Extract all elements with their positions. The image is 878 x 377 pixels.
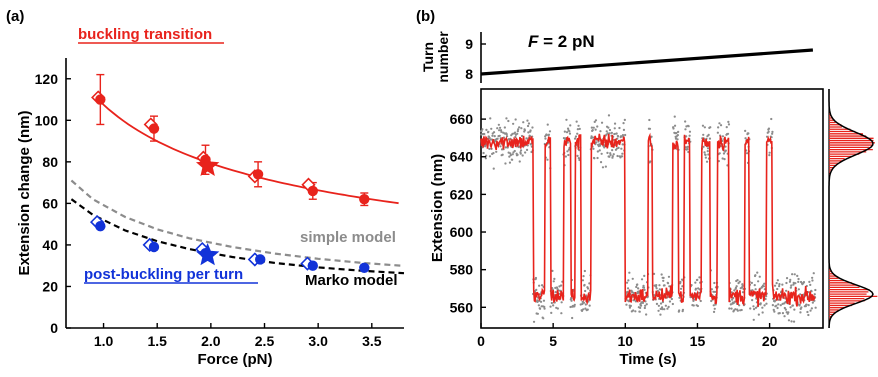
extension-histogram — [828, 89, 878, 328]
x-tick-label: 1.5 — [147, 333, 167, 349]
simple-model-curve — [70, 179, 405, 267]
annotation-simple-model: simple model — [300, 229, 396, 246]
turn-plot-y-title-line1: Turn — [420, 42, 436, 72]
y-tick-label: 60 — [42, 195, 58, 211]
turn-plot-y-title-line2: number — [435, 31, 451, 83]
time-tick-label: 20 — [762, 333, 778, 349]
panel-a-label: (a) — [6, 8, 24, 25]
panel-a: (a) 1.0 1.5 2.0 2.5 3.0 3.5 0 20 40 60 80 100 120 Fo… — [6, 8, 405, 368]
force-symbol: F — [528, 32, 539, 51]
time-tick-label: 0 — [477, 333, 485, 349]
post-buckling-star — [195, 242, 220, 266]
extension-tick-label: 640 — [450, 149, 474, 165]
histogram-fit-curve — [828, 89, 874, 328]
panel-b-y-axis-title: Extension (nm) — [429, 154, 446, 262]
time-tick-label: 5 — [549, 333, 557, 349]
force-label: F = 2 pN — [528, 32, 595, 51]
annotation-buckling-transition: buckling transition — [78, 26, 212, 43]
x-tick-label: 2.5 — [255, 333, 275, 349]
extension-plot-marks — [479, 114, 817, 323]
panel-a-marks — [70, 73, 405, 275]
post-buckling-point — [359, 262, 370, 273]
x-tick-label: 3.5 — [362, 333, 382, 349]
extension-tick-label: 660 — [450, 111, 474, 127]
post-buckling-point — [255, 254, 266, 265]
turn-number-line — [480, 48, 814, 76]
buckling-point — [95, 94, 106, 105]
x-tick-label: 2.0 — [201, 333, 221, 349]
y-tick-label: 40 — [42, 237, 58, 253]
post-buckling-point — [307, 260, 318, 271]
extension-tick-label: 600 — [450, 224, 474, 240]
panel-b: (b) F = 2 pN 89 Turn number 0 5 10 15 205605… — [416, 8, 878, 368]
buckling-point — [148, 123, 160, 134]
extension-tick-label: 560 — [450, 299, 474, 315]
filtered-extension-trace — [480, 132, 816, 307]
force-value: = 2 pN — [538, 32, 594, 51]
annotation-post-buckling: post-buckling per turn — [84, 266, 243, 283]
panel-b-label: (b) — [416, 8, 435, 25]
buckling-point — [307, 185, 318, 197]
turn-y-tick-label: 9 — [465, 36, 473, 52]
post-buckling-point — [95, 221, 106, 232]
y-tick-label: 20 — [42, 278, 58, 294]
time-tick-label: 15 — [690, 333, 706, 349]
x-tick-label: 3.0 — [308, 333, 328, 349]
time-tick-label: 10 — [618, 333, 634, 349]
panel-a-ticks: 1.0 1.5 2.0 2.5 3.0 3.5 0 20 40 60 80 100 120 — [35, 71, 382, 349]
y-tick-label: 100 — [35, 112, 59, 128]
y-tick-label: 80 — [42, 154, 58, 170]
buckling-point — [359, 194, 370, 205]
turn-plot-marks: 89 — [465, 36, 814, 82]
y-tick-label: 120 — [35, 71, 59, 87]
extension-plot-ticks: 0 5 10 15 20 560 580 600 620 640 660 — [450, 111, 778, 349]
extension-plot-frame — [480, 88, 824, 329]
turn-y-tick-label: 8 — [465, 66, 473, 82]
annotation-marko-model: Marko model — [305, 272, 398, 289]
panel-a-x-axis-title: Force (pN) — [198, 351, 273, 368]
buckling-point — [252, 169, 264, 180]
panel-a-y-axis-title: Extension change (nm) — [16, 110, 33, 275]
extension-tick-label: 620 — [450, 186, 474, 202]
panel-b-x-axis-title: Time (s) — [619, 351, 676, 368]
extension-tick-label: 580 — [450, 262, 474, 278]
buckling-star — [195, 153, 220, 176]
buckling-fit-curve — [97, 98, 399, 205]
x-tick-label: 1.0 — [94, 333, 114, 349]
y-tick-label: 0 — [50, 320, 58, 336]
post-buckling-point — [148, 241, 160, 253]
